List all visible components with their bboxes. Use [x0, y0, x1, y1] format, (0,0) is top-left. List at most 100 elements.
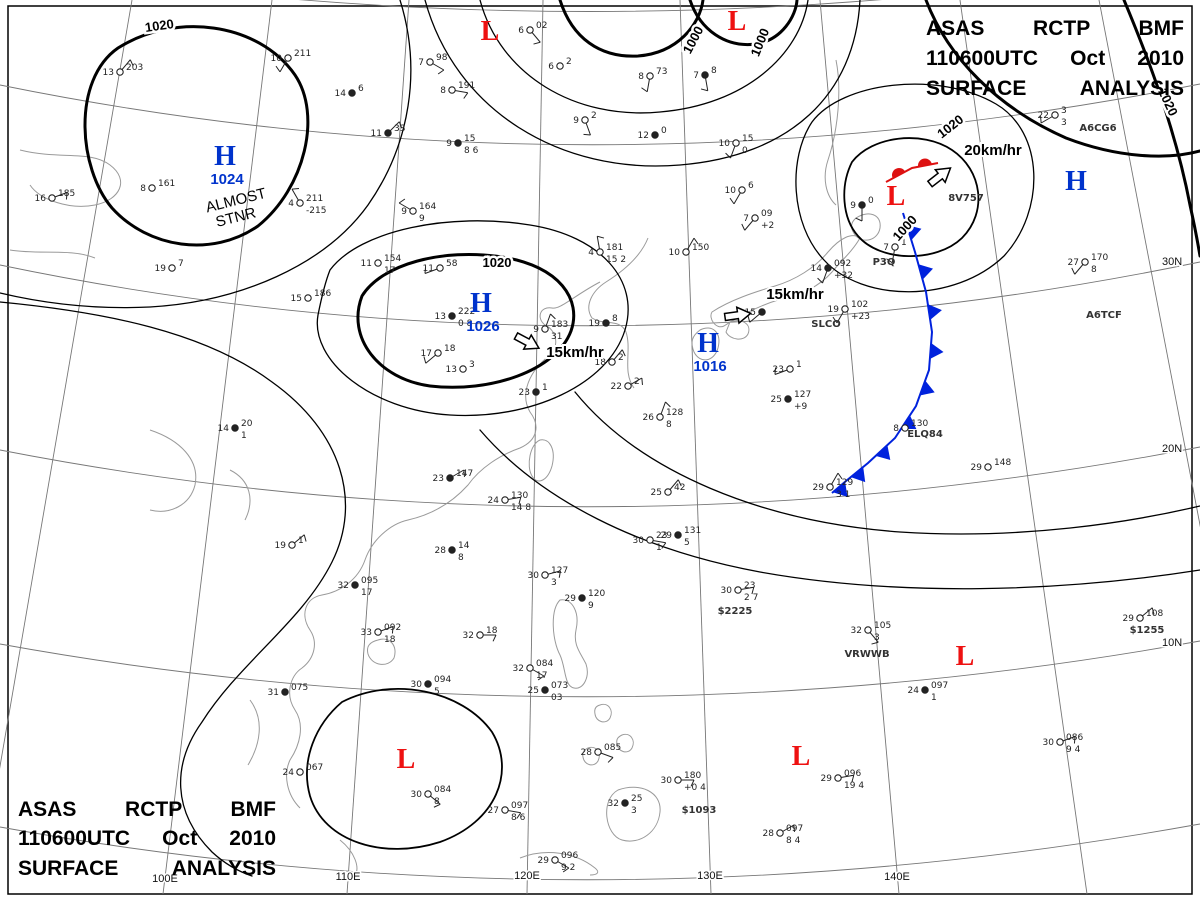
station-circle	[656, 413, 664, 421]
station-pressure: 1	[298, 536, 304, 546]
station-pressure: 09	[761, 209, 773, 219]
station-circle	[348, 89, 356, 97]
station-extra: 15 2	[606, 255, 626, 265]
station-temp: 16	[35, 194, 47, 204]
station-pressure: 183	[551, 320, 568, 330]
station-circle	[921, 686, 929, 694]
station-circle	[288, 541, 296, 549]
station-pressure: 181	[606, 243, 623, 253]
station-extra: 14 8	[511, 503, 531, 513]
station-pressure: 108	[1146, 609, 1163, 619]
analysis-datetime: 110600UTC Oct 2010	[926, 46, 1184, 70]
pressure-center-H: H	[470, 288, 492, 319]
station-circle	[476, 631, 484, 639]
station-temp: 19	[275, 541, 287, 551]
station-extra: 8 6	[511, 813, 526, 823]
station-pressure: 33	[394, 124, 405, 134]
station-circle	[374, 628, 382, 636]
wind-barb-tick	[433, 803, 441, 808]
wind-barb-tick	[665, 401, 671, 408]
wind-barb-tick	[817, 277, 823, 284]
wind-barb-tick	[832, 316, 838, 324]
wind-barb-tick	[597, 235, 605, 239]
station-temp: 29	[821, 774, 833, 784]
station-temp: 29	[1123, 614, 1135, 624]
analysis-datetime: 110600UTC Oct 2010	[18, 827, 276, 851]
station-extra: 19 4	[844, 781, 864, 791]
map-labels: 15km/hr15km/hr20km/hr1020102010201020100…	[142, 6, 1184, 887]
station-temp: 32	[608, 799, 619, 809]
station-circle	[1051, 111, 1059, 119]
warm-front-scallop	[918, 158, 932, 167]
station-temp: 24	[908, 686, 920, 696]
wind-barb-tick	[518, 497, 522, 505]
station-temp: 4	[588, 248, 594, 258]
station-circle	[446, 474, 454, 482]
longitude-label: 140E	[884, 871, 910, 883]
station-circle	[541, 325, 549, 333]
station-circle	[984, 463, 992, 471]
station-extra: 5	[434, 687, 440, 697]
station-circle	[858, 201, 866, 209]
longitude-label: 100E	[152, 873, 178, 885]
wind-barb-tick	[793, 824, 795, 833]
station-circle	[551, 856, 559, 864]
station-pressure: 8	[711, 66, 717, 76]
station-pressure: 092	[834, 259, 851, 269]
cold-front-triangle	[906, 224, 922, 241]
wind-barb-tick	[533, 41, 541, 45]
station-circle	[448, 546, 456, 554]
station-temp: 10	[271, 54, 283, 64]
station-temp: 25	[771, 395, 782, 405]
station-temp: 10	[669, 248, 681, 258]
wind-barb-tick	[741, 223, 746, 231]
station-pressure: 148	[994, 458, 1011, 468]
station-pressure: 2	[618, 353, 624, 363]
station-pressure: 0	[868, 196, 874, 206]
station-extra: 8 4	[786, 836, 801, 846]
station-circle	[434, 349, 442, 357]
station-extra: 8	[666, 420, 672, 430]
station-extra: 9	[419, 214, 425, 224]
wind-barb-tick	[291, 188, 300, 190]
station-temp: 25	[651, 488, 662, 498]
station-pressure: 18	[444, 344, 456, 354]
station-extra: 8	[434, 797, 440, 807]
station-id-label: P3Q	[873, 257, 896, 268]
station-pressure: 203	[126, 63, 143, 73]
wind-barb-tick	[871, 641, 879, 645]
analysis-type: SURFACE ANALYSIS	[926, 76, 1184, 100]
station-extra: 3 1	[836, 490, 850, 500]
station-temp: 33	[361, 628, 372, 638]
motion-label: 15km/hr	[766, 286, 824, 303]
station-temp: 15	[291, 294, 302, 304]
station-temp: 24	[283, 768, 295, 778]
isobar-label: 1020	[144, 16, 175, 35]
station-extra: 8	[1091, 265, 1097, 275]
station-pressure: 127	[794, 390, 811, 400]
station-circle	[682, 248, 690, 256]
station-pressure: 085	[604, 743, 621, 753]
station-extra: +9	[794, 402, 808, 412]
station-temp: 29	[538, 856, 550, 866]
station-temp: 7	[883, 243, 889, 253]
station-pressure: 097	[931, 681, 948, 691]
station-id-label: VRWWB	[844, 649, 889, 660]
station-temp: 32	[513, 664, 524, 674]
station-circle	[351, 581, 359, 589]
wind-barb-tick	[424, 266, 427, 274]
wind-barb-tick	[516, 812, 522, 819]
station-temp: 30	[411, 680, 423, 690]
station-pressure: 075	[291, 683, 308, 693]
station-circle	[646, 72, 654, 80]
station-circle	[526, 664, 534, 672]
station-temp: 30	[528, 571, 540, 581]
wind-barb-tick	[641, 377, 643, 386]
station-circle	[526, 26, 534, 34]
station-circle	[424, 790, 432, 798]
cold-front-triangle	[875, 445, 891, 460]
station-pressure: 105	[874, 621, 891, 631]
fronts	[831, 158, 944, 497]
